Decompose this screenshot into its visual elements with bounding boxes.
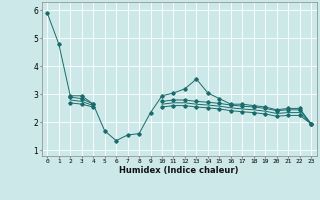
X-axis label: Humidex (Indice chaleur): Humidex (Indice chaleur) <box>119 166 239 175</box>
